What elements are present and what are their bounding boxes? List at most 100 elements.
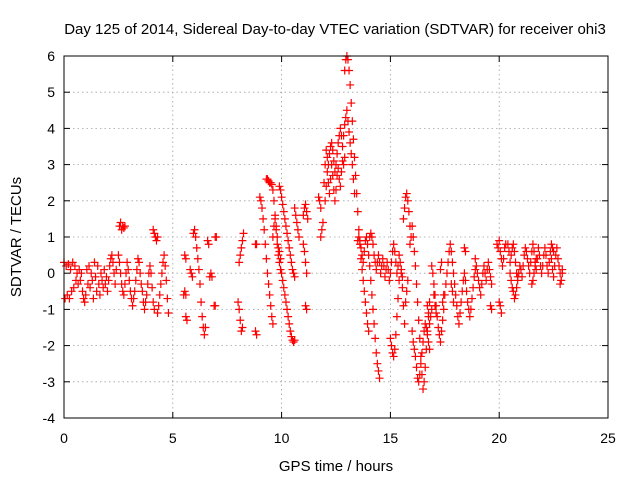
data-point: [399, 301, 408, 310]
data-point: [351, 171, 360, 180]
data-point: [138, 287, 147, 296]
data-point: [402, 287, 411, 296]
data-point: [291, 211, 300, 220]
data-point: [532, 265, 541, 274]
data-point: [359, 258, 368, 267]
data-point: [180, 287, 189, 296]
data-point: [286, 251, 295, 260]
data-point: [547, 240, 556, 249]
data-point: [431, 301, 440, 310]
data-point: [190, 225, 199, 234]
data-point: [370, 319, 379, 328]
data-point: [103, 287, 112, 296]
data-point: [497, 309, 506, 318]
data-point: [279, 283, 288, 292]
data-point: [475, 283, 484, 292]
data-point: [181, 254, 190, 263]
x-tick-label: 10: [274, 430, 290, 446]
data-point: [193, 254, 202, 263]
data-point: [482, 276, 491, 285]
data-point: [206, 269, 215, 278]
y-tick-label: -3: [43, 374, 56, 390]
data-point: [368, 305, 377, 314]
data-point: [280, 214, 289, 223]
data-point: [486, 272, 495, 281]
data-point: [284, 236, 293, 245]
data-point: [403, 196, 412, 205]
data-point: [196, 280, 204, 289]
data-point: [448, 258, 457, 267]
data-point: [425, 319, 434, 328]
data-point: [348, 160, 357, 169]
data-point: [360, 247, 369, 256]
data-point: [77, 269, 86, 278]
data-point: [154, 301, 163, 310]
data-point: [238, 323, 247, 332]
data-point: [181, 312, 190, 321]
data-point: [495, 298, 504, 307]
data-point: [142, 290, 151, 299]
data-point: [461, 247, 470, 256]
y-tick-label: 1: [47, 229, 55, 245]
data-point: [156, 280, 165, 289]
data-point: [484, 258, 493, 267]
data-point: [79, 294, 88, 303]
data-point: [461, 276, 470, 285]
data-point: [333, 149, 342, 158]
data-point: [510, 247, 519, 256]
axis-ticks: [63, 55, 609, 419]
y-tick-label: 0: [47, 265, 55, 281]
data-point: [553, 254, 562, 263]
data-point: [361, 236, 370, 245]
data-point: [410, 345, 419, 354]
data-point: [495, 236, 504, 245]
data-point: [119, 290, 128, 299]
data-point: [65, 294, 74, 303]
data-point: [389, 240, 398, 249]
data-point: [189, 229, 198, 238]
data-point: [239, 229, 248, 238]
data-point: [269, 196, 278, 205]
data-point: [89, 294, 98, 303]
data-point: [454, 319, 463, 328]
data-point: [481, 269, 490, 278]
data-point: [161, 261, 170, 270]
data-point: [511, 290, 520, 299]
data-point: [391, 330, 400, 339]
data-point: [496, 247, 505, 256]
data-point: [188, 272, 197, 281]
data-point: [339, 160, 348, 169]
data-point: [557, 276, 566, 285]
data-point: [131, 276, 140, 285]
data-point: [368, 240, 377, 249]
data-point: [163, 294, 172, 303]
data-point: [86, 283, 95, 292]
data-point: [409, 337, 418, 346]
data-point: [545, 258, 554, 267]
data-point: [411, 352, 420, 361]
data-point: [118, 287, 127, 296]
data-point: [421, 363, 430, 372]
data-point: [345, 66, 354, 75]
data-point: [66, 265, 75, 274]
data-point: [82, 265, 91, 274]
y-tick-label: -4: [43, 410, 56, 426]
data-point: [266, 178, 275, 187]
data-point: [427, 261, 436, 270]
data-point: [212, 233, 221, 241]
data-point: [384, 265, 393, 274]
data-point: [395, 276, 404, 285]
data-point: [162, 276, 171, 285]
data-point: [468, 294, 476, 303]
data-point: [80, 298, 89, 307]
data-point: [551, 251, 560, 260]
data-point: [99, 283, 108, 292]
data-point: [336, 182, 345, 191]
data-point: [453, 312, 462, 321]
data-point: [413, 374, 422, 383]
data-point: [433, 312, 442, 321]
data-point: [423, 330, 432, 339]
data-point: [149, 298, 158, 307]
data-point: [410, 247, 419, 256]
data-point: [348, 117, 357, 126]
